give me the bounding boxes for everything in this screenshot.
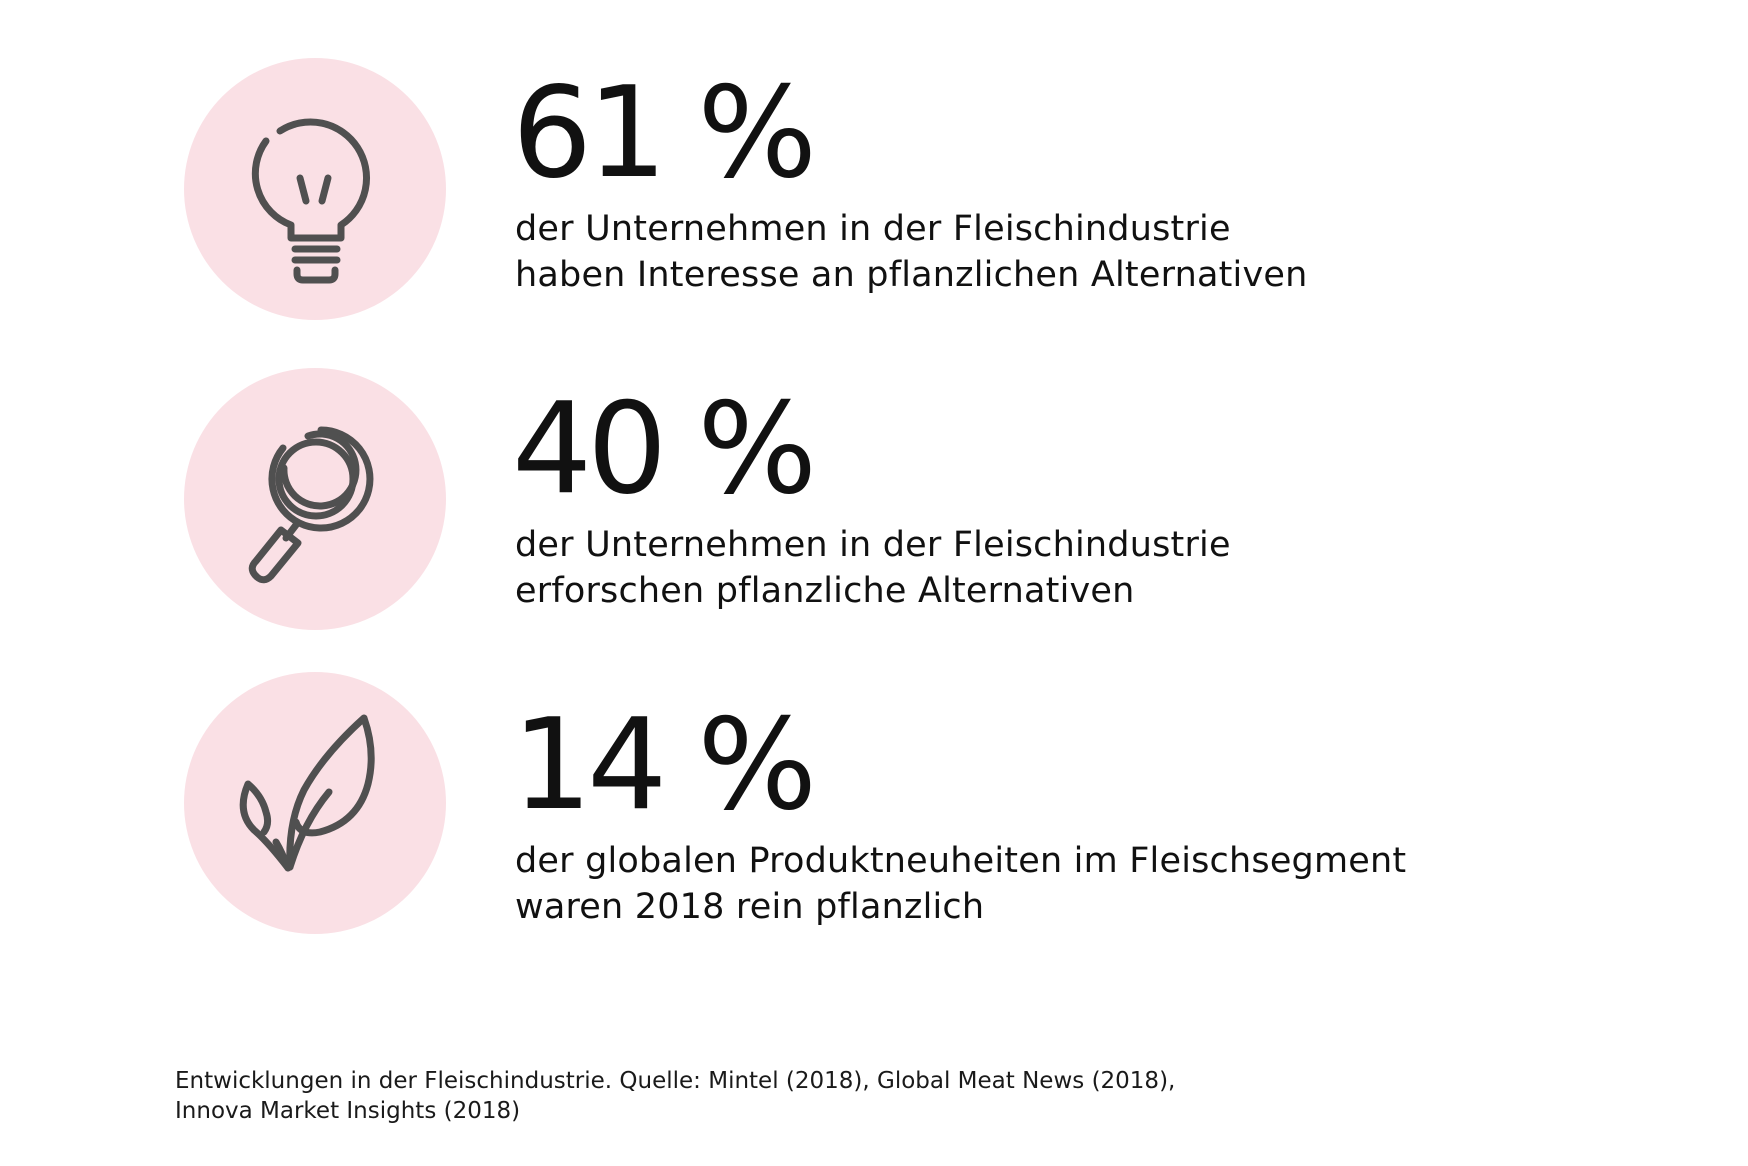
lightbulb-icon xyxy=(251,118,371,284)
stat-description-line: erforschen pflanzliche Alternativen xyxy=(515,571,1135,611)
icon-circle xyxy=(184,58,446,320)
icon-circle xyxy=(184,368,446,630)
stat-value: 14 % xyxy=(512,691,817,838)
stat-block-research: 40 % der Unternehmen in der Fleischindus… xyxy=(0,0,1748,630)
stat-value: 61 % xyxy=(512,59,817,206)
stat-description: der globalen Produktneuheiten im Fleisch… xyxy=(515,838,1406,930)
stat-description: der Unternehmen in der Fleischindustrie … xyxy=(515,522,1231,614)
stat-description-line: der Unternehmen in der Fleischindustrie xyxy=(515,525,1231,565)
source-caption: Entwicklungen in der Fleischindustrie. Q… xyxy=(175,1066,1175,1126)
icon-circle xyxy=(184,672,446,934)
leaf-icon xyxy=(239,714,375,872)
source-line: Innova Market Insights (2018) xyxy=(175,1098,521,1124)
stat-block-interest: 61 % der Unternehmen in der Fleischindus… xyxy=(0,0,1748,320)
stat-value: 40 % xyxy=(512,375,817,522)
stat-description-line: haben Interesse an pflanzlichen Alternat… xyxy=(515,255,1308,295)
stat-description-line: waren 2018 rein pflanzlich xyxy=(515,887,985,927)
stat-description-line: der Unternehmen in der Fleischindustrie xyxy=(515,209,1231,249)
source-line: Entwicklungen in der Fleischindustrie. Q… xyxy=(175,1068,1176,1094)
magnifying-glass-icon xyxy=(248,426,374,584)
stat-block-products: 14 % der globalen Produktneuheiten im Fl… xyxy=(0,0,1748,934)
stat-description: der Unternehmen in der Fleischindustrie … xyxy=(515,206,1307,298)
stat-description-line: der globalen Produktneuheiten im Fleisch… xyxy=(515,841,1407,881)
